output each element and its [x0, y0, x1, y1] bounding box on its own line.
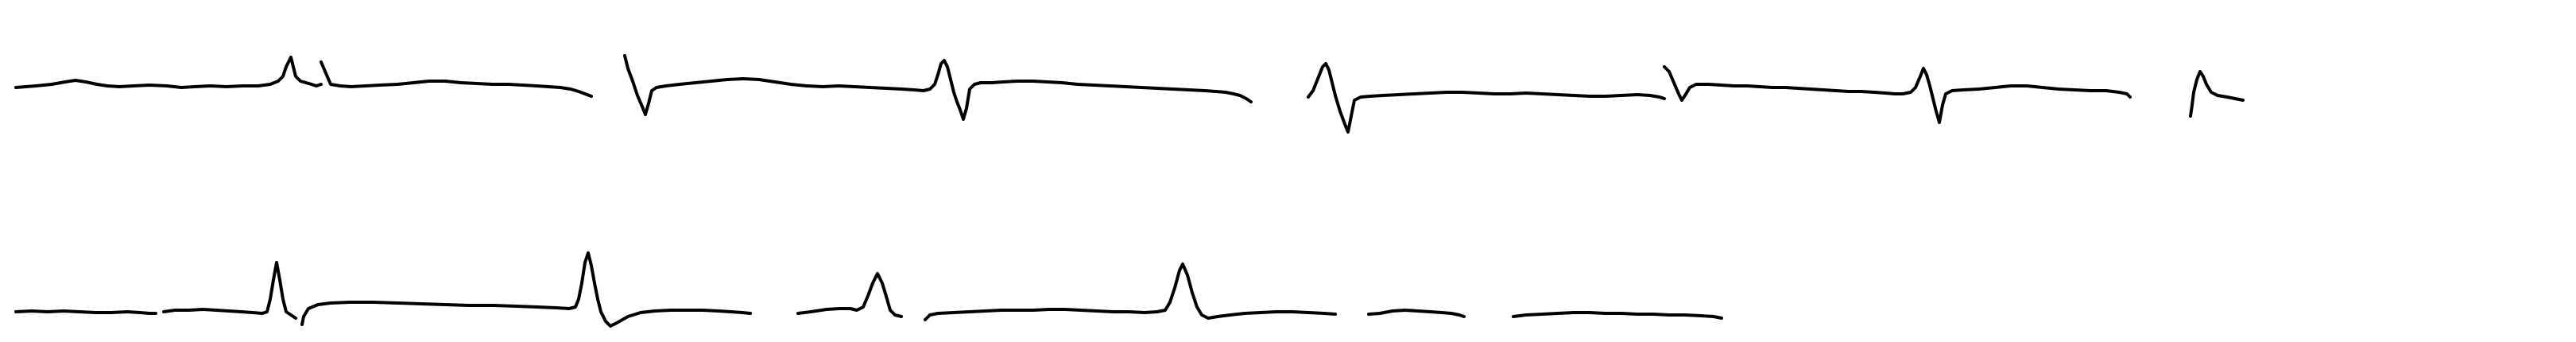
lower-ecg-trace	[14, 251, 1723, 328]
lower-trace-main	[14, 251, 1723, 328]
upper-trace-main	[14, 54, 2245, 134]
upper-ecg-trace	[14, 54, 2245, 134]
